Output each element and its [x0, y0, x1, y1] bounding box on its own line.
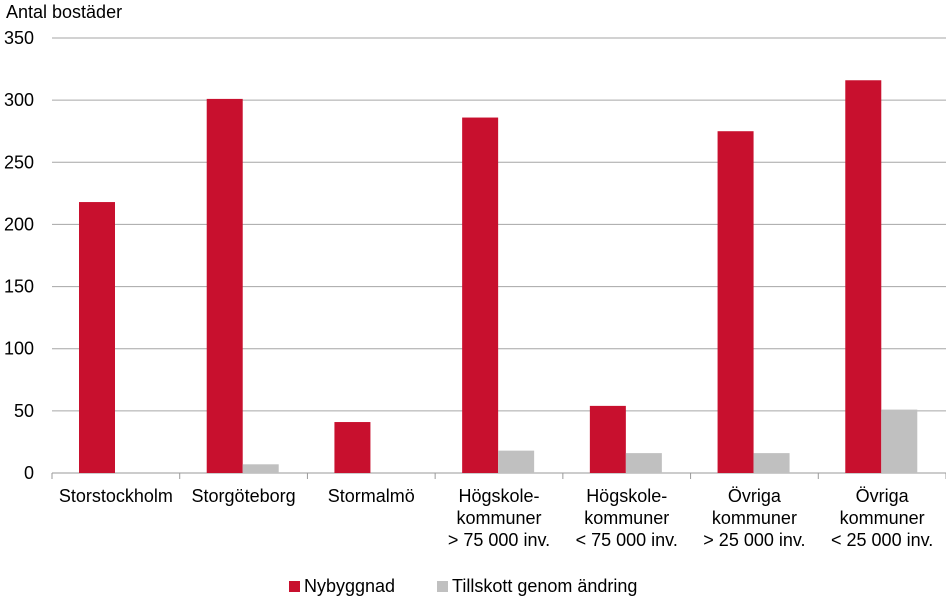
- category-label-line: kommuner: [584, 508, 669, 528]
- category-label-line: < 75 000 inv.: [576, 530, 678, 550]
- y-tick-label: 0: [24, 463, 34, 483]
- category-label: Högskole-kommuner > 75 000 inv.: [448, 486, 550, 550]
- bar-tillskott-5: [753, 453, 790, 473]
- y-axis-label: Antal bostäder: [6, 2, 122, 22]
- y-tick-label: 300: [4, 90, 34, 110]
- y-tick-label: 100: [4, 339, 34, 359]
- bar-nybyggnad-0: [79, 202, 115, 474]
- bars: [79, 80, 918, 474]
- bar-nybyggnad-2: [334, 422, 371, 473]
- category-label-line: > 75 000 inv.: [448, 530, 550, 550]
- y-tick-labels: 0 50 100 150 200 250 300 350: [4, 28, 34, 483]
- bar-tillskott-1: [242, 464, 279, 473]
- legend-label-0: Nybyggnad: [304, 576, 395, 596]
- legend: Nybyggnad Tillskott genom ändring: [289, 576, 637, 596]
- y-tick-label: 350: [4, 28, 34, 48]
- category-label-line: kommuner: [712, 508, 797, 528]
- bar-nybyggnad-5: [717, 131, 754, 473]
- y-tick-label: 150: [4, 277, 34, 297]
- bar-tillskott-4: [625, 453, 662, 473]
- legend-swatch-1: [437, 581, 448, 592]
- category-label-line: kommuner: [840, 508, 925, 528]
- bar-tillskott-3: [498, 450, 535, 473]
- category-label-line: Övriga: [728, 486, 782, 506]
- category-label: Stormalmö: [328, 486, 415, 506]
- y-tick-label: 50: [14, 401, 34, 421]
- bar-tillskott-6: [881, 409, 918, 473]
- bar-nybyggnad-6: [845, 80, 882, 473]
- bar-nybyggnad-3: [462, 117, 499, 474]
- category-label-line: < 25 000 inv.: [831, 530, 933, 550]
- y-tick-label: 200: [4, 214, 34, 234]
- legend-swatch-0: [289, 581, 300, 592]
- category-label-line: Storgöteborg: [192, 486, 296, 506]
- category-label-line: Högskole-: [586, 486, 667, 506]
- bar-nybyggnad-1: [206, 98, 243, 474]
- category-labels: Storstockholm Storgöteborg Stormalmö Högsko…: [59, 486, 933, 550]
- category-label: Övriga kommuner < 25 000 inv.: [831, 486, 933, 550]
- y-tick-label: 250: [4, 152, 34, 172]
- category-label-line: Storstockholm: [59, 486, 173, 506]
- category-label-line: Högskole-: [458, 486, 539, 506]
- legend-label-1: Tillskott genom ändring: [452, 576, 637, 596]
- category-label: Övriga kommuner > 25 000 inv.: [703, 486, 805, 550]
- category-label-line: Övriga: [856, 486, 910, 506]
- gridlines: [51, 37, 946, 479]
- category-label: Högskole-kommuner < 75 000 inv.: [576, 486, 678, 550]
- category-label-line: kommuner: [456, 508, 541, 528]
- category-label-line: Stormalmö: [328, 486, 415, 506]
- category-label: Storstockholm: [59, 486, 173, 506]
- bar-nybyggnad-4: [589, 405, 626, 473]
- category-label-line: > 25 000 inv.: [703, 530, 805, 550]
- category-label: Storgöteborg: [192, 486, 296, 506]
